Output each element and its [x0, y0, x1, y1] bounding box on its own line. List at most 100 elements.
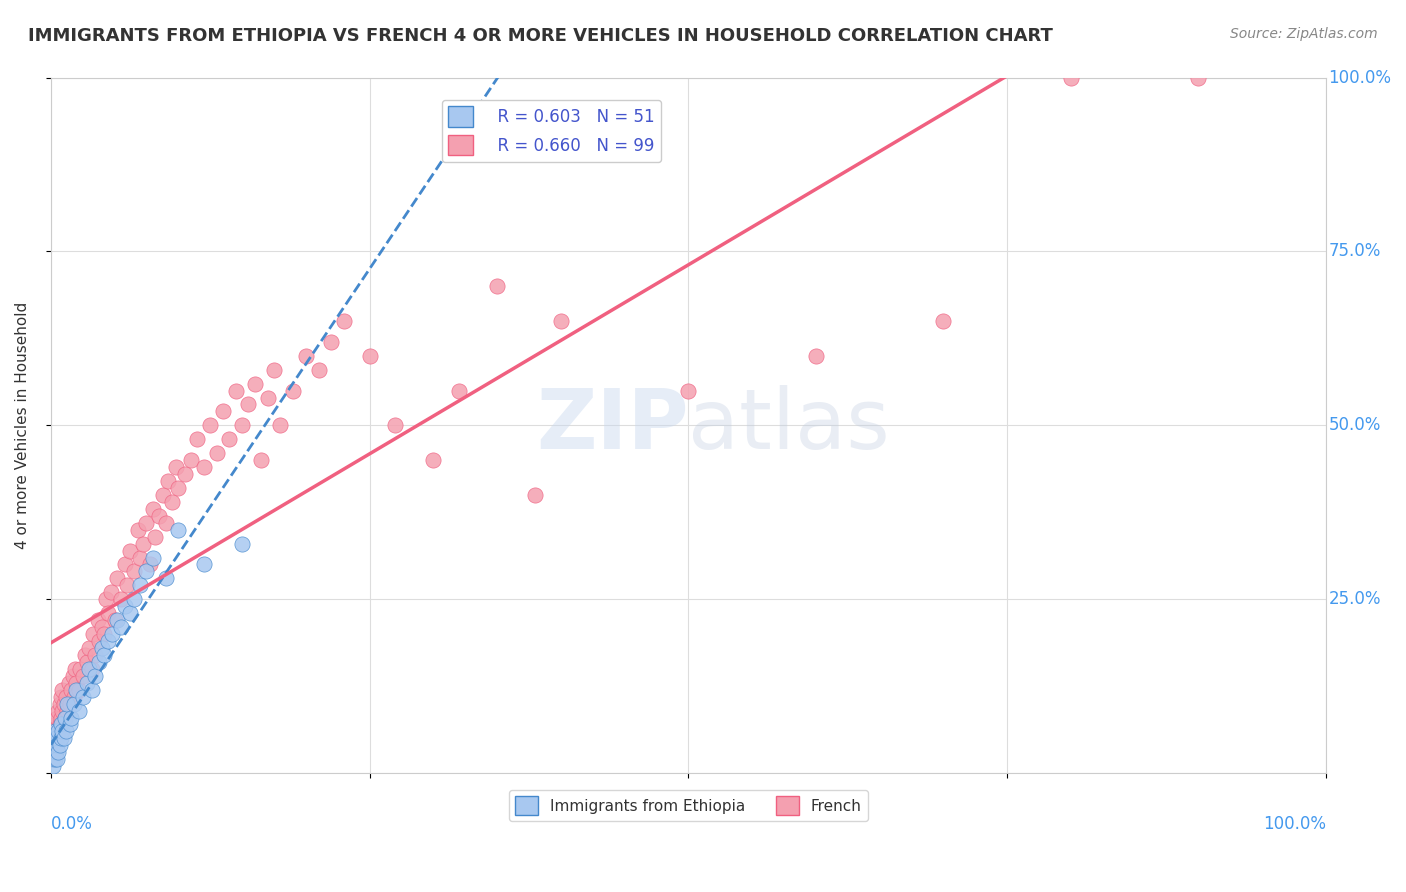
Point: [122, 565, 145, 579]
Point: [281, 384, 304, 398]
Point: [447, 384, 470, 398]
Point: [218, 432, 240, 446]
Point: [67, 682, 90, 697]
Point: [84, 648, 107, 662]
Point: [77, 640, 100, 655]
Point: [41, 745, 63, 759]
Point: [51, 682, 73, 697]
Point: [67, 704, 90, 718]
Point: [90, 620, 112, 634]
Point: [45, 745, 67, 759]
Point: [62, 669, 84, 683]
Point: [145, 530, 167, 544]
Point: [155, 516, 177, 530]
Point: [524, 488, 547, 502]
Point: [129, 550, 152, 565]
Point: [80, 662, 103, 676]
Point: [51, 704, 73, 718]
Point: [238, 397, 260, 411]
Point: [59, 717, 82, 731]
Point: [127, 523, 149, 537]
Point: [55, 724, 77, 739]
Point: [97, 606, 120, 620]
Point: [42, 752, 65, 766]
Point: [131, 536, 153, 550]
Point: [55, 690, 77, 704]
Text: 100.0%: 100.0%: [1329, 69, 1392, 87]
Point: [46, 731, 69, 746]
Point: [100, 585, 122, 599]
Point: [165, 460, 187, 475]
Point: [90, 640, 112, 655]
Point: [45, 739, 67, 753]
Point: [110, 620, 132, 634]
Point: [58, 675, 80, 690]
Point: [62, 690, 84, 704]
Point: [41, 752, 63, 766]
Point: [45, 717, 67, 731]
Point: [118, 606, 141, 620]
Point: [76, 655, 98, 669]
Point: [84, 669, 107, 683]
Point: [167, 481, 190, 495]
Point: [52, 731, 75, 746]
Point: [160, 495, 183, 509]
Point: [186, 432, 208, 446]
Text: atlas: atlas: [689, 384, 890, 466]
Point: [932, 314, 955, 328]
Point: [486, 279, 509, 293]
Text: IMMIGRANTS FROM ETHIOPIA VS FRENCH 4 OR MORE VEHICLES IN HOUSEHOLD CORRELATION C: IMMIGRANTS FROM ETHIOPIA VS FRENCH 4 OR …: [28, 27, 1053, 45]
Point: [193, 460, 215, 475]
Point: [173, 467, 195, 481]
Point: [44, 731, 66, 746]
Point: [193, 558, 215, 572]
Point: [157, 474, 180, 488]
Point: [243, 376, 266, 391]
Text: 0.0%: 0.0%: [51, 815, 93, 833]
Point: [62, 697, 84, 711]
Point: [804, 349, 827, 363]
Point: [422, 453, 444, 467]
Point: [42, 724, 65, 739]
Point: [321, 334, 343, 349]
Point: [65, 675, 87, 690]
Point: [75, 648, 97, 662]
Point: [56, 704, 79, 718]
Point: [122, 592, 145, 607]
Point: [142, 501, 165, 516]
Point: [97, 634, 120, 648]
Point: [89, 634, 111, 648]
Point: [49, 690, 72, 704]
Point: [87, 613, 110, 627]
Point: [384, 418, 406, 433]
Point: [295, 349, 318, 363]
Point: [53, 710, 76, 724]
Point: [44, 739, 66, 753]
Point: [44, 752, 66, 766]
Point: [142, 550, 165, 565]
Point: [60, 710, 83, 724]
Point: [250, 453, 273, 467]
Point: [94, 592, 117, 607]
Text: 100.0%: 100.0%: [1263, 815, 1326, 833]
Point: [46, 710, 69, 724]
Text: 25.0%: 25.0%: [1329, 591, 1381, 608]
Point: [152, 488, 174, 502]
Point: [139, 558, 162, 572]
Point: [678, 384, 700, 398]
Point: [93, 627, 115, 641]
Text: Source: ZipAtlas.com: Source: ZipAtlas.com: [1230, 27, 1378, 41]
Point: [65, 682, 87, 697]
Point: [550, 314, 572, 328]
Point: [135, 565, 157, 579]
Point: [89, 655, 111, 669]
Point: [129, 578, 152, 592]
Point: [42, 739, 65, 753]
Point: [231, 536, 253, 550]
Point: [1187, 70, 1209, 85]
Point: [42, 759, 65, 773]
Point: [41, 739, 63, 753]
Point: [1060, 70, 1083, 85]
Point: [48, 724, 70, 739]
Point: [225, 384, 247, 398]
